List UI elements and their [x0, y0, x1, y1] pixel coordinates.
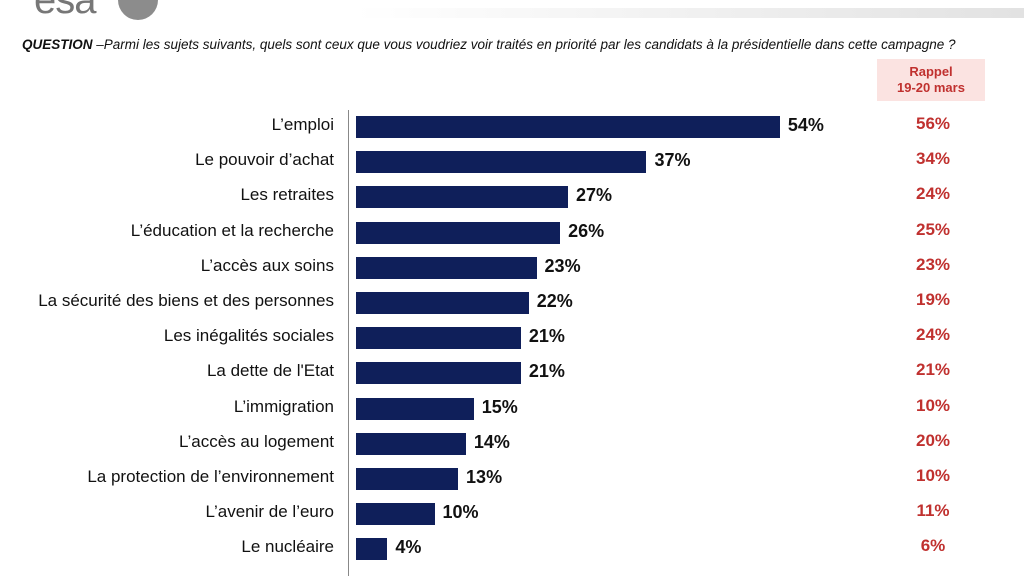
category-axis [348, 110, 349, 576]
bar [356, 468, 459, 490]
bar-row: L’éducation et la recherche 26% 25% [0, 216, 1024, 251]
esa-logo: esa [0, 0, 180, 22]
rappel-box: Rappel 19-20 mars [877, 59, 985, 101]
category-label: Le nucléaire [241, 537, 334, 557]
bar-value-label: 10% [442, 502, 479, 523]
logo-text: esa [34, 0, 96, 22]
bar [356, 397, 474, 420]
bar-value-label: 15% [481, 396, 518, 417]
bar-value-label: 22% [536, 291, 573, 311]
bar-row: La dette de l'Etat 21% 21% [0, 356, 1024, 391]
bar [356, 116, 780, 138]
bar-value-label: 21% [528, 361, 565, 382]
category-label: Les retraites [240, 185, 334, 205]
bar-row: Les retraites 27% 24% [0, 180, 1024, 215]
question-body: –Parmi les sujets suivants, quels sont c… [92, 37, 956, 52]
category-label: L’emploi [271, 115, 334, 134]
bar-value-label: 54% [787, 115, 824, 135]
bar [356, 151, 647, 174]
previous-value-label: 20% [915, 430, 951, 450]
bar-value-label: 27% [575, 185, 612, 206]
category-label: L’accès aux soins [200, 255, 334, 275]
bar-value-label: 4% [395, 537, 422, 558]
previous-value-label: 11% [916, 501, 950, 521]
previous-value-label: 10% [915, 466, 951, 485]
previous-value-label: 21% [915, 360, 951, 380]
logo-mark [118, 0, 158, 20]
category-label: L’accès au logement [179, 431, 334, 451]
bar-row: Les inégalités sociales 21% 24% [0, 321, 1024, 356]
previous-value-label: 24% [915, 325, 951, 345]
bar [356, 538, 388, 561]
bar [356, 503, 435, 526]
category-label: La dette de l'Etat [206, 361, 334, 381]
bar-row: L’immigration 15% 10% [0, 392, 1024, 427]
bar [356, 221, 561, 244]
bar-row: L’emploi 54% 56% [0, 110, 1024, 145]
bar [356, 432, 466, 455]
previous-value-label: 6% [920, 536, 946, 556]
rappel-date: 19-20 mars [897, 80, 965, 95]
bar [356, 362, 521, 385]
bar-row: L’accès au logement 14% 20% [0, 427, 1024, 462]
bar [356, 186, 568, 209]
previous-value-label: 19% [915, 290, 951, 309]
previous-value-label: 24% [915, 184, 951, 204]
bar-value-label: 23% [544, 255, 581, 276]
category-label: Les inégalités sociales [163, 326, 334, 346]
category-label: La protection de l’environnement [87, 467, 334, 486]
bar-row: La sécurité des biens et des personnes 22… [0, 286, 1024, 321]
previous-value-label: 34% [915, 149, 951, 169]
bar-value-label: 26% [568, 220, 605, 241]
category-label: Le pouvoir d’achat [195, 150, 334, 170]
header-rule [356, 8, 1024, 18]
bar-row: L’accès aux soins 23% 23% [0, 251, 1024, 286]
category-label: L’immigration [233, 396, 334, 416]
bar-value-label: 13% [466, 467, 503, 487]
question-text: QUESTION –Parmi les sujets suivants, que… [22, 36, 1012, 53]
previous-value-label: 56% [915, 114, 951, 133]
bar [356, 292, 529, 314]
bar [356, 327, 521, 350]
rappel-title: Rappel [909, 64, 953, 79]
bar-row: Le nucléaire 4% 6% [0, 532, 1024, 567]
previous-value-label: 23% [915, 254, 951, 274]
bar-value-label: 21% [528, 326, 565, 347]
previous-value-label: 25% [915, 219, 951, 239]
bar-row: La protection de l’environnement 13% 10% [0, 462, 1024, 497]
previous-value-label: 10% [915, 395, 951, 415]
category-label: L’éducation et la recherche [130, 220, 334, 240]
bar-value-label: 37% [654, 150, 691, 171]
category-label: L’avenir de l’euro [205, 502, 334, 522]
bar-row: L’avenir de l’euro 10% 11% [0, 497, 1024, 532]
bar-row: Le pouvoir d’achat 37% 34% [0, 145, 1024, 180]
bar [356, 256, 537, 279]
bar-value-label: 14% [473, 431, 510, 452]
question-label: QUESTION [22, 37, 93, 52]
category-label: La sécurité des biens et des personnes [38, 291, 334, 310]
